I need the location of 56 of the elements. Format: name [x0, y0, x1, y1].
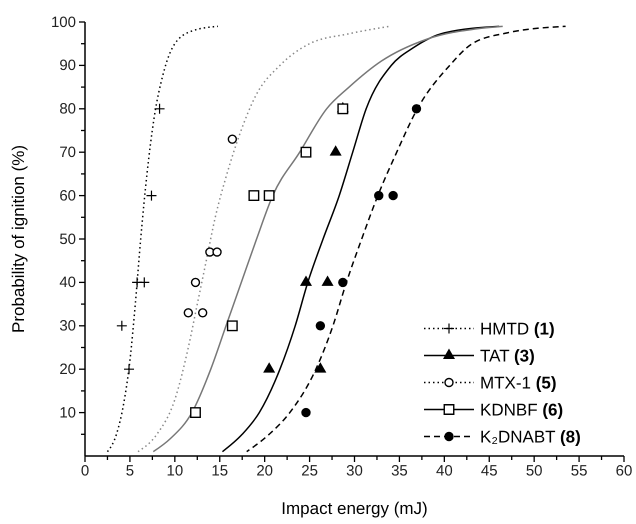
point	[264, 362, 275, 373]
y-axis-title: Probability of ignition (%)	[9, 144, 28, 334]
x-tick-label: 15	[211, 462, 228, 480]
point	[116, 320, 127, 331]
point	[264, 190, 275, 202]
point	[154, 104, 165, 114]
y-tick-label: 10	[59, 404, 76, 422]
x-tick-label: 60	[616, 462, 632, 480]
point	[330, 146, 342, 156]
point	[190, 278, 200, 288]
legend-label: HMTD (1)	[480, 320, 555, 338]
point	[314, 362, 326, 373]
point	[412, 104, 422, 114]
y-tick-label: 90	[59, 57, 76, 74]
point	[228, 134, 238, 144]
point	[300, 276, 312, 286]
point	[388, 190, 398, 200]
x-tick-label: 25	[301, 462, 318, 480]
x-axis-title: Impact energy (mJ)	[281, 499, 428, 518]
x-tick-label: 0	[80, 462, 90, 480]
legend-label: K₂DNABT (8)	[480, 428, 581, 446]
y-tick-label: 80	[59, 100, 76, 118]
point	[300, 146, 312, 158]
point	[338, 278, 348, 288]
x-tick-label: 20	[256, 462, 274, 480]
y-tick-label: 40	[59, 274, 76, 292]
line-series	[137, 26, 390, 452]
x-tick-label: 50	[526, 462, 543, 480]
x-tick-label: 55	[570, 462, 588, 480]
point	[301, 408, 311, 418]
legend-label: MTX-1 (5)	[480, 374, 557, 392]
y-tick-label: 20	[59, 361, 76, 378]
point	[322, 276, 334, 286]
point	[226, 320, 238, 332]
point	[374, 190, 384, 200]
y-tick-label: 60	[59, 187, 76, 204]
legend-label: KDNBF (6)	[480, 400, 564, 420]
y-tick-label: 70	[59, 144, 76, 161]
x-tick-label: 30	[346, 462, 363, 480]
legend-label: TAT (3)	[480, 346, 535, 366]
point	[316, 321, 326, 330]
x-tick-label: 5	[126, 462, 134, 480]
x-tick-label: 35	[391, 462, 408, 480]
point	[190, 407, 201, 418]
x-tick-label: 10	[166, 462, 184, 480]
point	[212, 247, 222, 257]
y-tick-label: 30	[59, 318, 76, 335]
x-tick-label: 40	[436, 462, 453, 480]
y-tick-label: 50	[59, 230, 76, 248]
point	[124, 364, 134, 374]
point	[184, 308, 193, 318]
point	[139, 277, 150, 288]
x-tick-label: 45	[480, 462, 498, 480]
point	[198, 308, 208, 318]
y-tick-label: 100	[50, 14, 76, 31]
line-series	[106, 26, 219, 452]
